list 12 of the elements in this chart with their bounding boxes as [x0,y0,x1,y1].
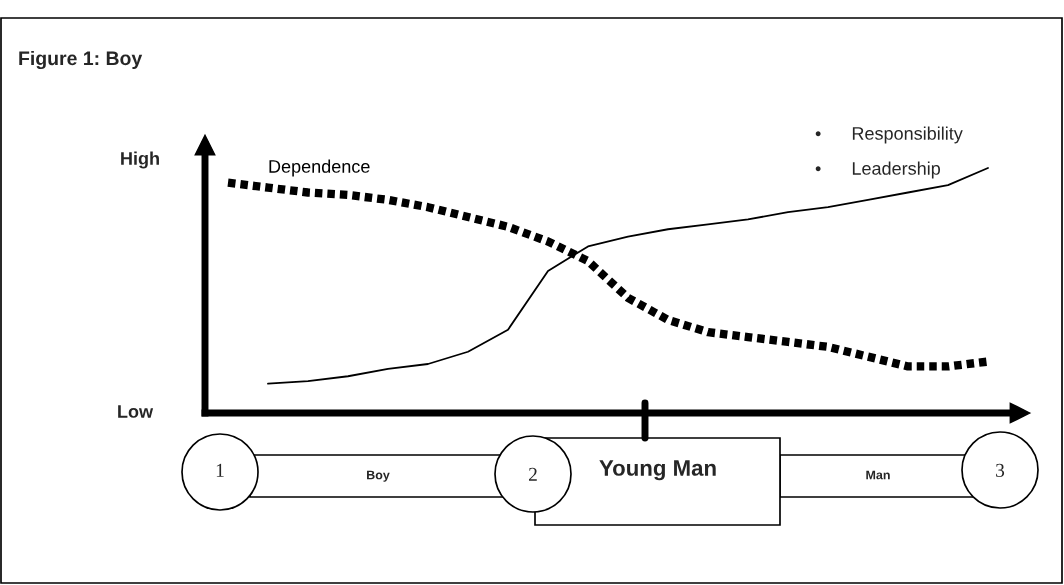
text: 3 [996,463,1005,477]
chart-title: Figure 1: Boy [19,50,143,70]
text: • Responsibility [815,126,963,144]
series-label: Dependence [269,159,370,177]
text: 1 [216,463,224,477]
text: Man [866,470,890,480]
text: Low [118,405,154,418]
text: Young Man [599,460,716,481]
text: Boy [367,470,390,482]
annotation: • Leadership [815,161,941,179]
text: 2 [528,467,537,481]
text: High [121,151,159,169]
